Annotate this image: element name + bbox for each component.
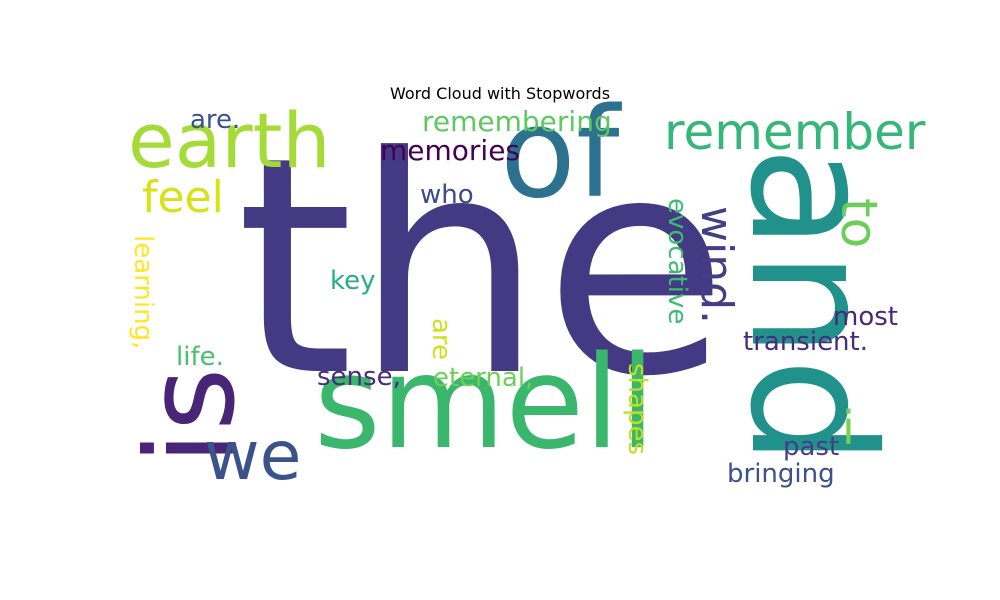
word-remembering: remembering (422, 105, 612, 138)
word-sense: sense, (317, 362, 401, 392)
word-eternal: eternal, (433, 363, 534, 393)
word-are: are (426, 318, 456, 361)
word-smell: smell (314, 329, 656, 478)
word-memories: memories (380, 134, 521, 167)
word-to: to (830, 198, 888, 249)
word-earth: earth (128, 96, 331, 185)
word-life: life. (176, 342, 224, 372)
word-learning: learning, (128, 235, 158, 350)
word-bringing: bringing (727, 459, 835, 489)
word-the: the (236, 93, 729, 442)
word-remember: remember (664, 103, 926, 161)
word-past: past (783, 432, 840, 462)
word-key: key (330, 266, 376, 296)
word-of: of (500, 82, 620, 226)
word-transient: transient. (743, 327, 868, 357)
word-most: most (833, 302, 898, 332)
word-we: we (204, 417, 302, 496)
chart-title: Word Cloud with Stopwords (389, 84, 611, 103)
word-are: are. (190, 105, 241, 135)
word-feel: feel (142, 172, 224, 223)
word-i: i (842, 401, 855, 455)
word-who: who (420, 180, 474, 210)
word-evocative: evocative (662, 198, 692, 325)
word-shapes: shapes (622, 363, 652, 456)
word-wind: wind. (691, 206, 742, 325)
